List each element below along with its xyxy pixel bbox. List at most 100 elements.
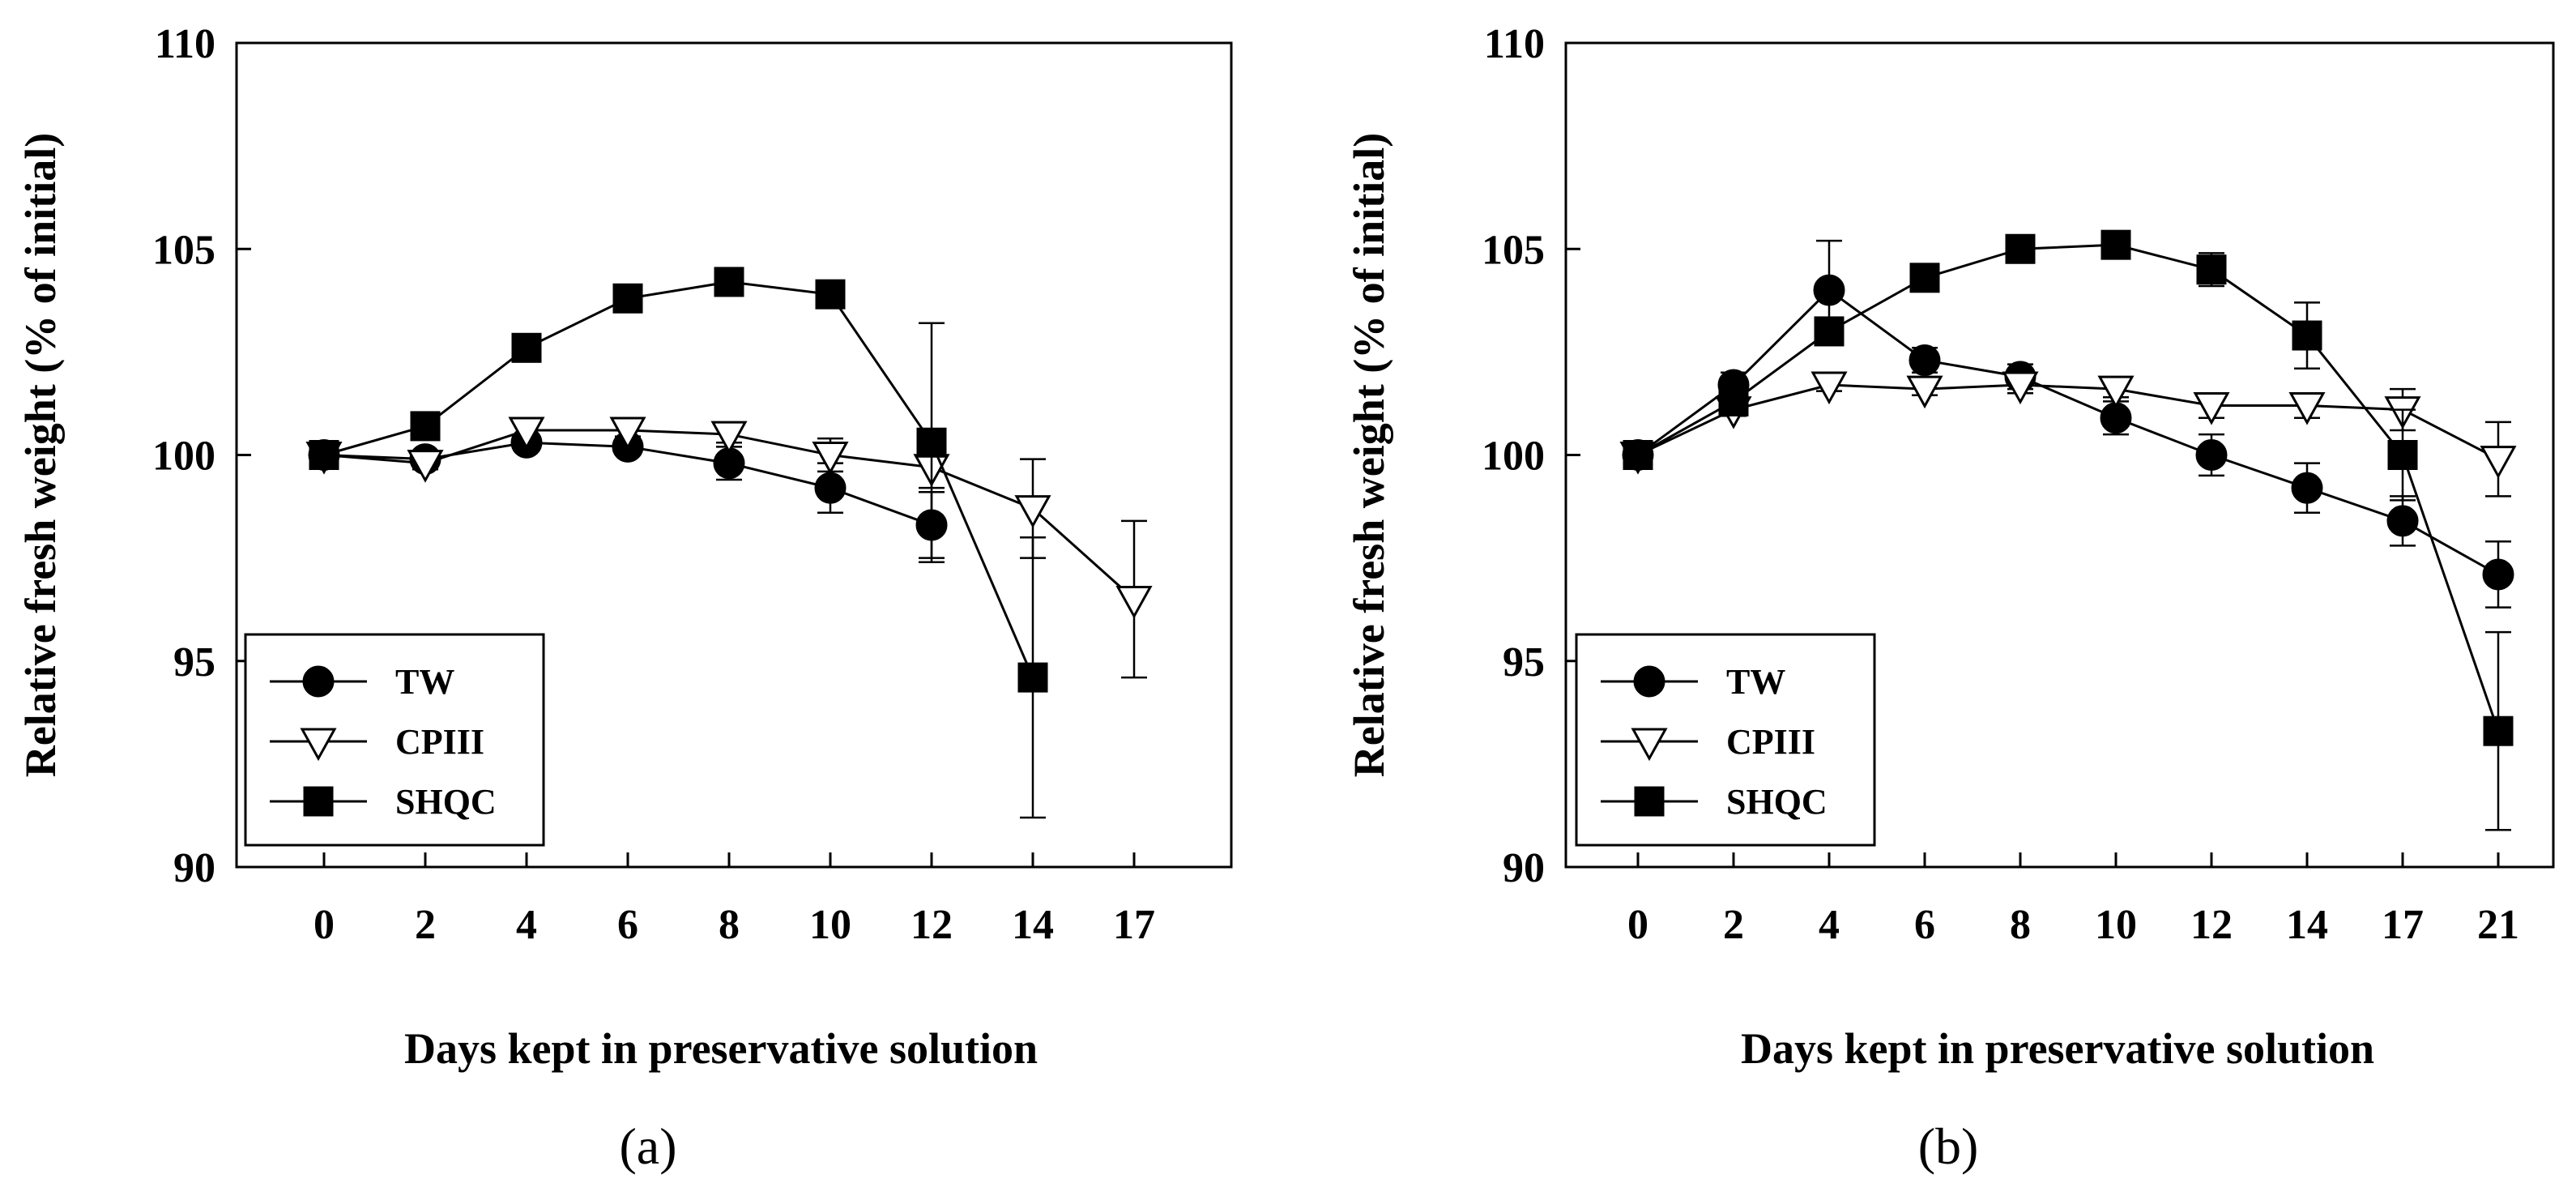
data-point — [1014, 495, 1051, 528]
data-point — [309, 440, 339, 470]
data-point — [916, 427, 947, 458]
legend-marker — [1633, 665, 1665, 698]
y-tick-label: 95 — [173, 639, 215, 686]
data-point — [2100, 229, 2131, 260]
data-point — [710, 421, 748, 455]
legend-marker — [1634, 786, 1665, 817]
data-point — [815, 279, 846, 310]
panel-label: (a) — [619, 1117, 676, 1175]
series-cpiii — [1619, 371, 2517, 498]
data-point — [2002, 371, 2039, 405]
y-tick-label: 100 — [1482, 434, 1545, 480]
data-point — [2292, 320, 2322, 351]
data-point — [2483, 715, 2514, 746]
series-shqc — [1623, 229, 2514, 831]
series-line — [323, 280, 1034, 678]
data-point — [2288, 391, 2326, 425]
x-tick-label: 12 — [911, 902, 953, 948]
x-axis-title: Days kept in preservative solution — [404, 1024, 1038, 1073]
data-point — [2193, 391, 2230, 425]
x-tick-label: 2 — [415, 902, 436, 948]
data-point — [2386, 505, 2419, 537]
data-point — [2196, 254, 2227, 285]
x-tick-label: 17 — [1113, 902, 1155, 948]
legend-label: TW — [1726, 662, 1785, 702]
y-tick-label: 95 — [1503, 639, 1545, 686]
data-point — [1814, 316, 1845, 347]
panel-b: 90 95 100 105 110 0 2 4 6 8 10 12 14 17 21 Days kept in… — [1345, 21, 2555, 1175]
data-point — [1623, 440, 1653, 470]
x-tick-label: 17 — [2382, 902, 2424, 948]
data-point — [2387, 440, 2418, 470]
legend-marker — [300, 728, 337, 762]
x-tick-label: 4 — [516, 902, 537, 948]
legend-marker — [303, 786, 334, 817]
series-line — [1637, 288, 2499, 576]
y-tick-label: 100 — [152, 434, 215, 480]
panel-label: (b) — [1918, 1117, 1979, 1175]
data-point — [1718, 386, 1749, 416]
y-tick-label: 105 — [1482, 227, 1545, 273]
legend-label: TW — [395, 662, 454, 702]
data-point — [1810, 371, 1848, 405]
x-tick-label: 21 — [2477, 902, 2519, 948]
x-tick-label: 14 — [1012, 902, 1054, 948]
y-tick-label: 110 — [1484, 21, 1545, 67]
legend-label: SHQC — [395, 782, 497, 822]
y-axis-title: Relative fresh weight (% of initial) — [16, 133, 65, 777]
data-point — [407, 450, 444, 483]
y-tick-label: 110 — [155, 21, 215, 67]
data-point — [609, 416, 646, 451]
legend-label: CPIII — [395, 722, 484, 762]
data-point — [2482, 558, 2514, 591]
x-tick-label: 6 — [1914, 902, 1935, 948]
data-point — [2097, 375, 2135, 409]
series-line — [1637, 383, 2499, 460]
panel-a: 90 95 100 105 110 0 2 4 6 8 10 12 14 17 Days kept in p… — [16, 21, 1233, 1175]
data-point — [1906, 375, 1943, 409]
x-tick-label: 4 — [1819, 902, 1840, 948]
x-tick-label: 2 — [1723, 902, 1744, 948]
y-tick-label: 105 — [152, 227, 215, 273]
x-axis-title: Days kept in preservative solution — [1741, 1024, 2374, 1073]
data-point — [511, 332, 542, 363]
data-point — [508, 416, 545, 451]
series-line — [1637, 243, 2500, 732]
y-tick-label: 90 — [173, 845, 215, 891]
data-point — [2005, 233, 2036, 264]
legend-box — [1575, 633, 1876, 847]
data-point — [714, 267, 744, 297]
legend-marker — [1631, 728, 1668, 762]
x-tick-label: 8 — [2010, 902, 2031, 948]
data-point — [410, 411, 441, 442]
data-point — [1909, 344, 1941, 377]
x-tick-label: 0 — [1627, 902, 1648, 948]
x-tick-label: 0 — [313, 902, 335, 948]
x-tick-label: 14 — [2286, 902, 2328, 948]
legend: TW CPIII SHQC — [1575, 633, 1876, 847]
legend-label: CPIII — [1726, 722, 1815, 762]
data-point — [2480, 446, 2517, 479]
data-point — [612, 283, 643, 314]
data-point — [812, 442, 849, 475]
x-tick-label: 8 — [719, 902, 740, 948]
data-point — [2195, 439, 2228, 471]
series-shqc — [309, 267, 1048, 819]
data-point — [1813, 274, 1845, 306]
x-tick-label: 12 — [2190, 902, 2233, 948]
legend: TW CPIII SHQC — [244, 633, 545, 847]
data-point — [1115, 585, 1153, 619]
x-tick-label: 10 — [2095, 902, 2137, 948]
x-tick-label: 6 — [617, 902, 638, 948]
data-point — [2291, 472, 2323, 504]
legend-box — [244, 633, 545, 847]
y-axis-title: Relative fresh weight (% of initial) — [1345, 133, 1393, 777]
data-point — [814, 472, 847, 504]
legend-label: SHQC — [1726, 782, 1828, 822]
data-point — [1017, 662, 1048, 693]
y-tick-label: 90 — [1503, 845, 1545, 891]
x-tick-label: 10 — [809, 902, 851, 948]
data-point — [1909, 263, 1940, 293]
legend-marker — [302, 665, 335, 698]
